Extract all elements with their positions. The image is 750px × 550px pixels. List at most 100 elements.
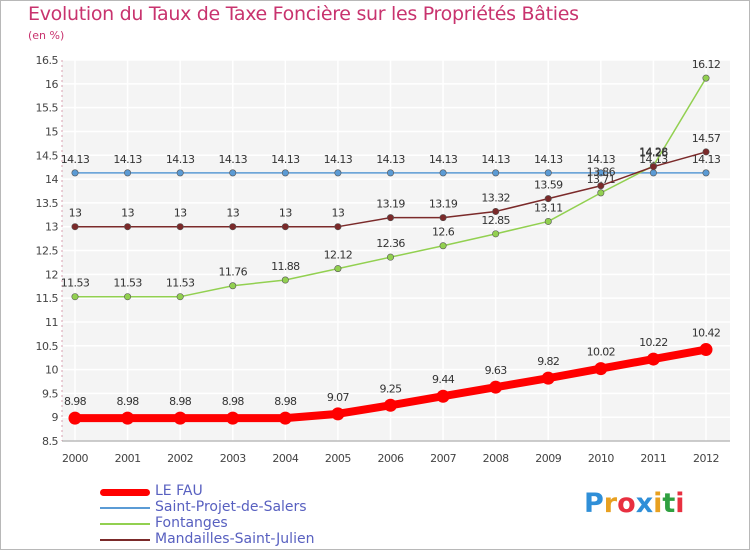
data-point-mandailles-saint-julien [386,214,394,222]
data-label-mandailles-saint-julien: 13.32 [481,191,510,204]
chart-unit-label: (en %) [28,29,65,42]
logo-letter: x [635,488,654,519]
data-point-mandailles-saint-julien [71,223,79,231]
data-label-le-fau: 10.42 [692,327,721,340]
data-point-le-fau [384,398,397,412]
x-tick-label: 2001 [115,452,141,465]
data-label-saint-projet-de-salers: 14.13 [587,153,616,166]
data-point-mandailles-saint-julien [544,195,552,203]
legend-item-mandailles: Mandailles-Saint-Julien [100,531,360,548]
proxiti-logo: Proxiti [584,488,685,519]
data-label-fontanges: 16.12 [692,58,721,71]
data-label-mandailles-saint-julien: 13 [279,207,292,220]
data-label-fontanges: 12.36 [376,237,405,250]
data-label-saint-projet-de-salers: 14.13 [324,153,353,166]
data-label-fontanges: 13.11 [534,201,563,214]
y-tick-label: 12.5 [36,245,59,258]
data-label-le-fau: 9.25 [379,382,402,395]
data-point-le-fau [278,411,292,425]
data-point-le-fau [436,389,450,403]
data-label-mandailles-saint-julien: 13 [174,207,187,220]
data-point-fontanges [439,242,447,250]
data-label-le-fau: 10.22 [639,336,668,349]
data-point-saint-projet-de-salers [176,169,184,177]
logo-letter: i [653,488,663,519]
data-label-fontanges: 12.85 [481,214,510,227]
chart-title: Evolution du Taux de Taxe Foncière sur l… [28,3,579,25]
data-label-le-fau: 9.82 [537,355,559,368]
x-tick-label: 2012 [693,452,719,465]
data-point-saint-projet-de-salers [649,169,657,177]
data-point-mandailles-saint-julien [492,207,500,215]
y-tick-label: 9 [52,411,59,424]
y-tick-label: 15 [45,125,58,138]
data-point-fontanges [71,293,79,301]
data-point-le-fau [173,411,187,425]
data-label-fontanges: 11.88 [271,260,300,273]
data-label-le-fau: 8.98 [222,395,245,408]
data-label-mandailles-saint-julien: 14.26 [639,147,668,160]
logo-letter: P [584,488,604,519]
data-label-saint-projet-de-salers: 14.13 [113,153,142,166]
x-tick-label: 2004 [272,452,298,465]
data-label-saint-projet-de-salers: 14.13 [271,153,300,166]
legend: LE FAU Saint-Projet-de-Salers Fontanges … [100,483,360,548]
data-point-mandailles-saint-julien [597,182,605,190]
data-point-saint-projet-de-salers [597,169,605,177]
logo-letter: t [662,488,676,519]
x-tick-label: 2003 [220,452,246,465]
data-label-saint-projet-de-salers: 14.13 [692,153,721,166]
data-label-mandailles-saint-julien: 14.57 [692,132,721,145]
data-label-saint-projet-de-salers: 14.13 [61,153,90,166]
data-point-mandailles-saint-julien [702,148,710,156]
data-label-mandailles-saint-julien: 13.86 [587,166,616,179]
data-label-fontanges: 11.53 [61,277,90,290]
data-label-saint-projet-de-salers: 14.13 [639,153,668,166]
legend-swatch-le-fau [100,489,150,496]
data-point-mandailles-saint-julien [439,214,447,222]
data-label-mandailles-saint-julien: 13.59 [534,179,563,192]
logo-letter: o [617,488,636,519]
data-label-saint-projet-de-salers: 14.13 [376,153,405,166]
y-tick-label: 16.5 [36,54,59,67]
data-label-mandailles-saint-julien: 13.19 [376,198,405,211]
data-label-saint-projet-de-salers: 14.13 [219,153,248,166]
data-point-saint-projet-de-salers [229,169,237,177]
y-tick-label: 16 [45,78,58,91]
data-point-le-fau [646,352,660,366]
data-point-mandailles-saint-julien [176,223,184,231]
y-tick-label: 13 [45,221,58,234]
legend-swatch-mandailles [100,539,150,541]
data-label-le-fau: 9.63 [485,364,508,377]
logo-letter: r [603,488,618,519]
y-tick-label: 11 [45,316,58,329]
y-tick-label: 14 [45,173,58,186]
data-point-mandailles-saint-julien [229,223,237,231]
data-point-le-fau [541,371,555,385]
data-point-mandailles-saint-julien [124,223,132,231]
data-point-fontanges [386,253,394,261]
data-label-le-fau: 8.98 [274,395,297,408]
data-label-fontanges: 11.76 [219,266,248,279]
legend-label-le-fau: LE FAU [155,483,203,499]
y-tick-label: 8.5 [42,435,58,448]
data-label-fontanges: 14.28 [639,146,668,159]
data-point-fontanges [492,230,500,238]
data-point-le-fau [121,411,135,425]
data-label-fontanges: 12.6 [432,226,455,239]
legend-swatch-saint-projet [100,507,150,509]
x-tick-label: 2010 [588,452,614,465]
data-point-le-fau [594,362,608,376]
x-tick-label: 2006 [378,452,404,465]
data-point-saint-projet-de-salers [124,169,132,177]
data-label-le-fau: 10.02 [587,346,616,359]
data-point-saint-projet-de-salers [334,169,342,177]
data-label-le-fau: 8.98 [64,395,87,408]
y-tick-label: 9.5 [42,387,58,400]
data-label-le-fau: 8.98 [117,395,140,408]
data-label-mandailles-saint-julien: 13.19 [429,198,458,211]
legend-item-saint-projet: Saint-Projet-de-Salers [100,499,360,516]
data-label-le-fau: 8.98 [169,395,192,408]
data-point-fontanges [544,217,552,225]
